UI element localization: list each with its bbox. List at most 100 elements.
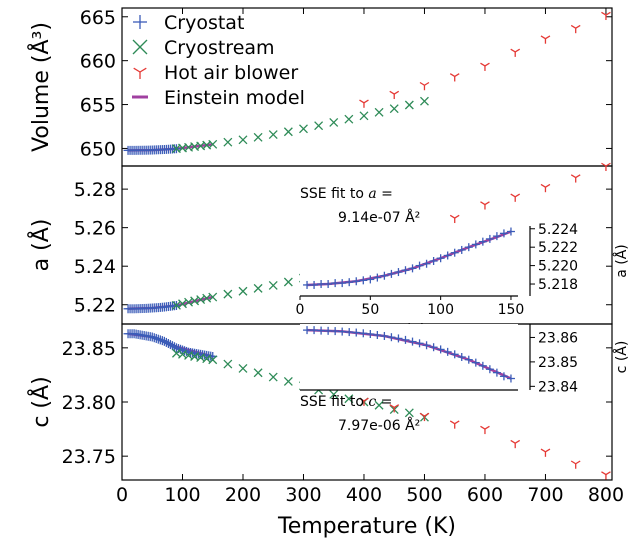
inset-data-point	[415, 261, 424, 270]
inset-data-point	[408, 264, 417, 273]
sse-annotation-line1: SSE fit to a =	[300, 186, 393, 202]
inset-data-point	[506, 374, 515, 383]
inset-data-point	[324, 326, 333, 335]
cryostream-point-d2	[223, 289, 233, 299]
cryostream-point	[344, 394, 354, 404]
cryostream-point-d2	[268, 130, 278, 140]
inset-data-point	[352, 277, 361, 286]
inset-data-point	[345, 278, 354, 287]
inset-data-point	[499, 229, 508, 238]
inset-y-tick-label: 5.224	[538, 222, 578, 238]
hot-air-blower-point	[449, 73, 460, 82]
inset-data-point	[485, 234, 494, 243]
inset-data-point	[422, 259, 431, 268]
legend-entry: Hot air blower	[133, 62, 298, 84]
hot-air-blower-point-s2	[540, 35, 546, 40]
hot-air-blower-point-s2	[510, 193, 516, 198]
cryostream-point-d2	[178, 143, 187, 153]
cryostream-point-d2	[223, 359, 233, 369]
cryostream-point-d2	[238, 135, 248, 145]
hot-air-blower-point-s3	[484, 201, 490, 206]
cryostream-point-d2	[202, 293, 212, 303]
hot-air-blower-point-s2	[359, 99, 365, 104]
legend-label: Einstein model	[164, 87, 305, 109]
y-axis-label-a: a (Å)	[27, 219, 54, 272]
inset-data-point	[429, 257, 438, 265]
cryostat-point	[165, 340, 175, 350]
cryostream-point	[404, 408, 414, 418]
inset-data-point	[387, 269, 396, 278]
cryostat-point	[163, 339, 173, 348]
inset-data-point	[478, 237, 487, 246]
hot-air-blower-point	[510, 48, 521, 57]
hot-air-blower-point	[601, 471, 611, 480]
cryostream-point-d2	[344, 394, 354, 404]
cryostream-point-d2	[283, 376, 293, 386]
inset-y-tick-label: 23.85	[538, 355, 578, 371]
hot-air-blower-point	[480, 62, 490, 71]
cryostream-point-d2	[404, 408, 414, 418]
sse-annotation-line2: 9.14e-07 Å²	[338, 209, 420, 226]
y-tick-label: 665	[80, 7, 116, 29]
inset-data-point	[324, 280, 333, 289]
inset-x-tick-label: 150	[498, 302, 525, 318]
hot-air-blower-point-s3	[484, 425, 490, 430]
y-tick-label: 23.85	[62, 338, 116, 360]
inset-data-point	[401, 335, 410, 344]
cryostream-point	[268, 130, 278, 140]
hot-air-blower-point	[389, 404, 400, 413]
hot-air-blower-point	[510, 439, 521, 449]
hot-air-blower-point-s2	[510, 439, 516, 444]
cryostream-point-d2	[404, 100, 414, 110]
inset-data-point	[471, 240, 480, 249]
cryostream-point	[223, 359, 233, 369]
cryostream-point-d2	[171, 144, 181, 154]
legend-label: Cryostat	[164, 12, 244, 34]
cryostat-point	[151, 333, 161, 343]
inset-data-point	[422, 341, 431, 350]
cryostream-point-d2	[184, 142, 194, 152]
cryostream-point	[389, 104, 399, 114]
cryostream-point	[223, 289, 233, 299]
hot-air-blower-point	[570, 460, 581, 469]
cryostream-point-d2	[184, 297, 194, 307]
cryostat-point	[161, 337, 171, 347]
y-tick-label: 5.22	[74, 295, 116, 317]
inset-data-point	[450, 350, 459, 359]
inset-c: 23.84 23.85 23.86 c (Å) SSE fit to c = 7.97e-…	[300, 324, 630, 434]
inset-data-point	[457, 353, 466, 361]
inset-data-point	[464, 243, 473, 252]
cryostream-point-d2	[359, 111, 369, 121]
cryostream-point	[253, 132, 263, 142]
y-tick-label: 650	[80, 138, 116, 160]
cryostream-point	[374, 400, 384, 410]
hot-air-blower-point	[570, 24, 581, 34]
cryostream-point-d2	[253, 283, 263, 293]
cryostream-point-d2	[374, 400, 384, 410]
inset-y-label: a (Å)	[613, 244, 630, 278]
inset-data-point	[499, 372, 508, 381]
inset-y-label: c (Å)	[613, 341, 630, 374]
inset-data-point	[366, 330, 375, 339]
cryostream-point-d2	[253, 132, 263, 142]
cryostream-point	[344, 114, 354, 124]
cryostream-point-d2	[329, 118, 339, 127]
x-tick-label: 500	[406, 484, 442, 506]
cryostream-point-d2	[238, 286, 248, 296]
inset-data-point	[331, 279, 340, 288]
cryostream-point	[253, 283, 263, 293]
hot-air-blower-point	[359, 397, 369, 406]
inset-data-point	[492, 232, 501, 241]
cryostream-point-d2	[178, 299, 187, 309]
legend-marker-s2	[133, 67, 141, 73]
y-axis-label-c: c (Å)	[27, 376, 54, 427]
legend-entry: Cryostream	[132, 37, 275, 59]
inset-data-point	[450, 248, 459, 257]
inset-data-point	[394, 334, 403, 343]
cryostream-point	[268, 281, 278, 290]
hot-air-blower-point-s3	[363, 99, 369, 104]
cryostream-point	[283, 376, 293, 386]
inset-data-point	[415, 339, 424, 348]
y-tick-label: 5.26	[74, 218, 116, 240]
